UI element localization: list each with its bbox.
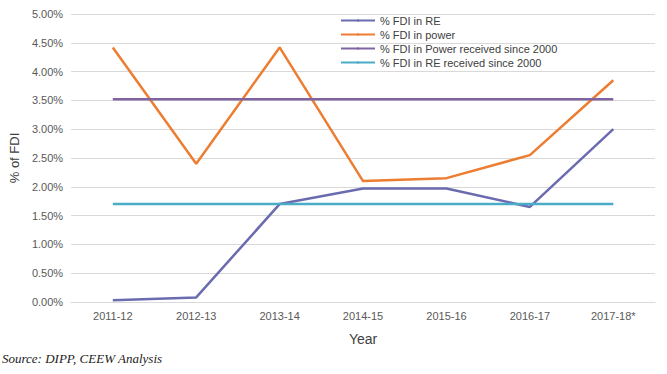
svg-text:0.50%: 0.50% bbox=[32, 267, 63, 279]
svg-text:% of FDI: % of FDI bbox=[7, 133, 22, 184]
svg-text:% FDI in RE: % FDI in RE bbox=[380, 15, 441, 27]
svg-text:1.00%: 1.00% bbox=[32, 238, 63, 250]
svg-text:3.50%: 3.50% bbox=[32, 94, 63, 106]
svg-text:Year: Year bbox=[349, 331, 378, 347]
svg-text:4.50%: 4.50% bbox=[32, 37, 63, 49]
svg-text:3.00%: 3.00% bbox=[32, 123, 63, 135]
svg-text:2016-17: 2016-17 bbox=[510, 310, 550, 322]
svg-text:4.00%: 4.00% bbox=[32, 66, 63, 78]
svg-text:Source: DIPP, CEEW Analysis: Source: DIPP, CEEW Analysis bbox=[2, 351, 162, 366]
svg-text:% FDI in Power received since: % FDI in Power received since 2000 bbox=[380, 43, 557, 55]
svg-text:2.00%: 2.00% bbox=[32, 181, 63, 193]
svg-text:2017-18*: 2017-18* bbox=[591, 310, 636, 322]
svg-text:2015-16: 2015-16 bbox=[426, 310, 466, 322]
svg-text:2014-15: 2014-15 bbox=[343, 310, 383, 322]
svg-text:% FDI in RE received since 200: % FDI in RE received since 2000 bbox=[380, 57, 541, 69]
svg-text:% FDI in power: % FDI in power bbox=[380, 29, 456, 41]
svg-text:2013-14: 2013-14 bbox=[259, 310, 299, 322]
svg-text:2.50%: 2.50% bbox=[32, 152, 63, 164]
svg-text:1.50%: 1.50% bbox=[32, 210, 63, 222]
svg-text:5.00%: 5.00% bbox=[32, 8, 63, 20]
svg-text:2012-13: 2012-13 bbox=[176, 310, 216, 322]
svg-text:2011-12: 2011-12 bbox=[93, 310, 133, 322]
svg-text:0.00%: 0.00% bbox=[32, 296, 63, 308]
